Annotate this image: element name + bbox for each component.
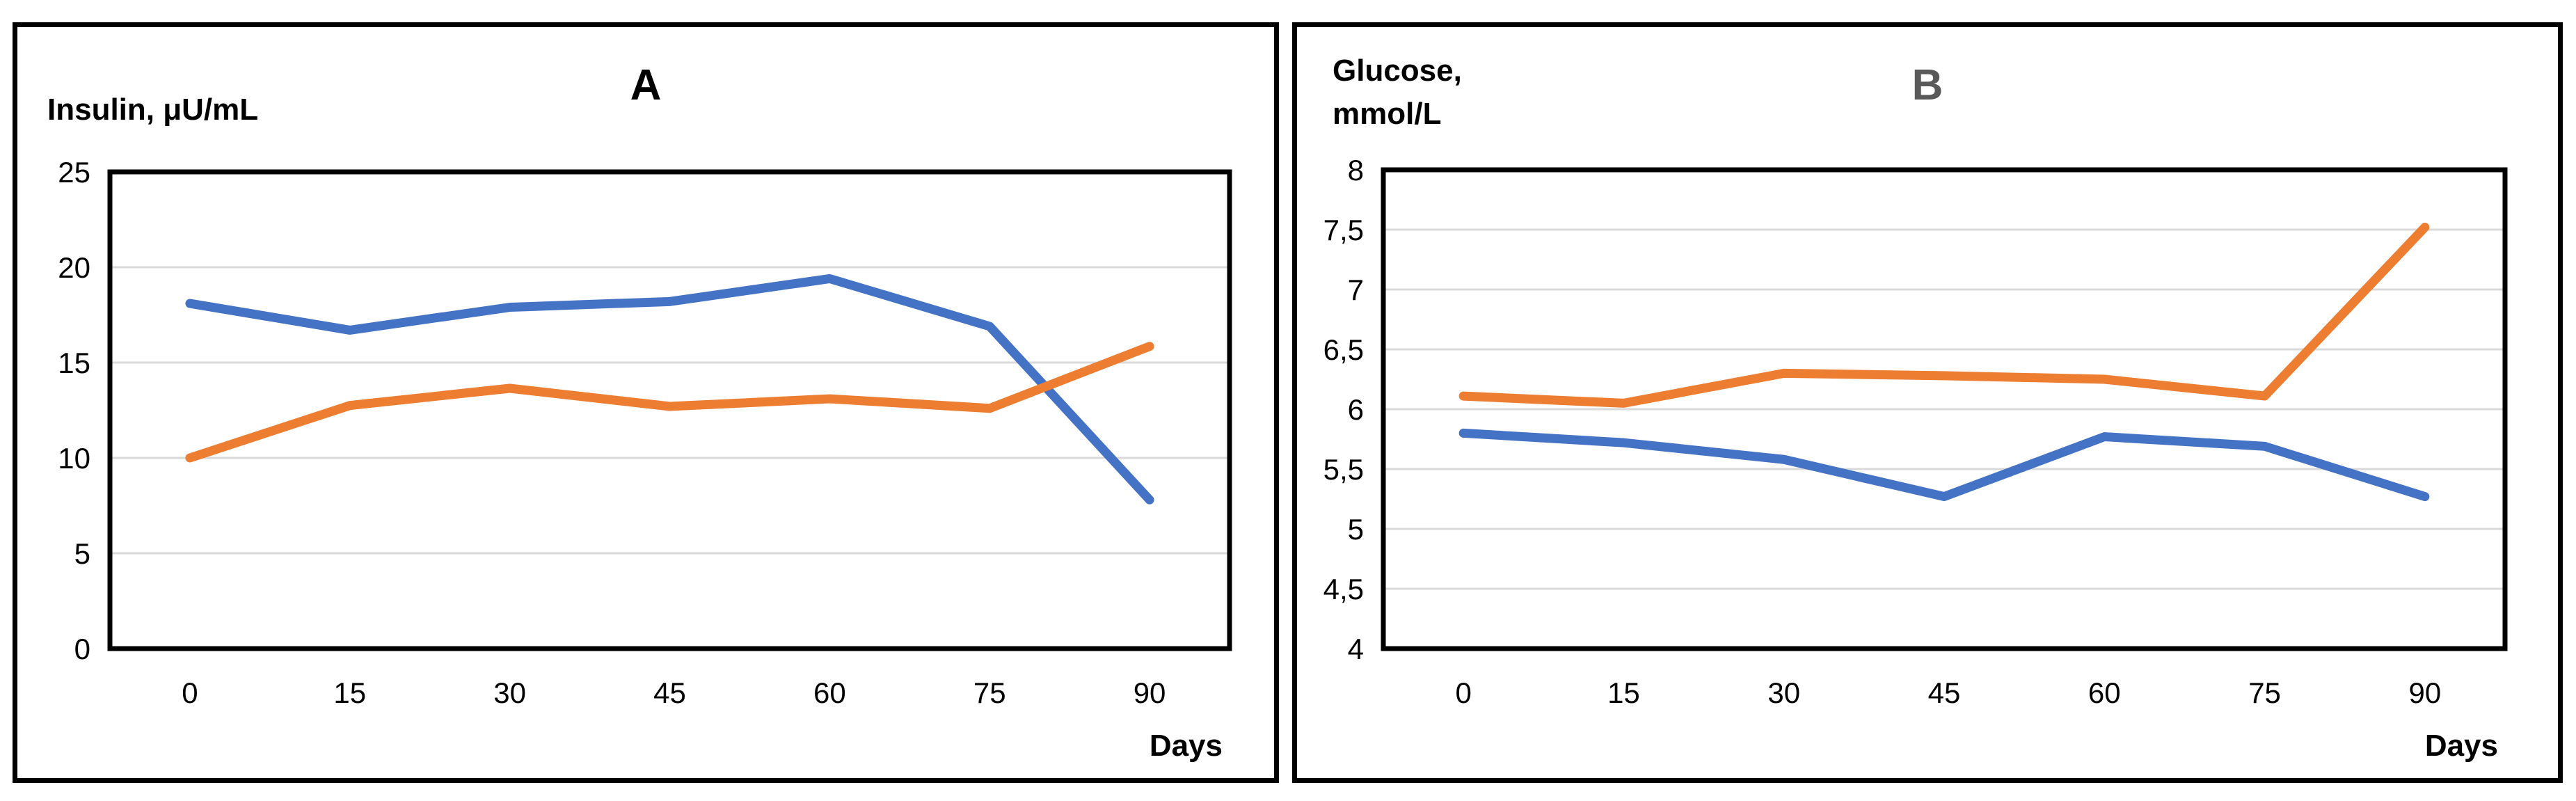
x-tick-label: 75 bbox=[2248, 676, 2281, 709]
x-tick-label: 0 bbox=[1455, 676, 1471, 709]
x-tick-label: 30 bbox=[1767, 676, 1800, 709]
y-tick-label: 5 bbox=[1348, 513, 1364, 546]
y-tick-label: 7,5 bbox=[1323, 214, 1364, 246]
orange-line-series bbox=[185, 342, 1154, 463]
chart-a-plot: 25 20 15 10 5 0 0 15 30 45 60 75 90 bbox=[58, 156, 1232, 709]
panel-b-x-axis-label: Days bbox=[2424, 729, 2498, 763]
orange-line-series bbox=[1458, 223, 2430, 408]
panel-b-y-axis-label-line2: mmol/L bbox=[1333, 97, 1442, 131]
x-tick-label: 15 bbox=[333, 676, 366, 709]
y-tick-label: 0 bbox=[74, 633, 90, 665]
x-tick-label: 75 bbox=[973, 676, 1006, 709]
y-tick-label: 7 bbox=[1348, 273, 1364, 306]
panel-b-title: B bbox=[1911, 61, 1943, 109]
blue-line-series bbox=[1458, 428, 2430, 502]
blue-line-series bbox=[185, 273, 1154, 505]
y-tick-label: 6 bbox=[1348, 393, 1364, 426]
panel-b-y-axis-label-line1: Glucose, bbox=[1333, 54, 1462, 88]
y-tick-label: 15 bbox=[58, 347, 90, 379]
plot-area-box bbox=[1381, 167, 2508, 651]
panel-a: Insulin, μU/mL A 25 20 15 10 5 0 0 15 30 45 60 75 90… bbox=[13, 22, 1279, 783]
y-tick-label: 5,5 bbox=[1323, 453, 1364, 486]
chart-b-plot: 8 7,5 7 6,5 6 5,5 5 4,5 4 0 15 30 45 60 75 90 bbox=[1323, 154, 2508, 709]
y-tick-label: 6,5 bbox=[1323, 333, 1364, 366]
x-tick-label: 30 bbox=[493, 676, 526, 709]
panel-b-y-axis-label: Glucose, mmol/L bbox=[1333, 49, 1462, 136]
x-tick-label: 0 bbox=[182, 676, 198, 709]
y-tick-label: 20 bbox=[58, 251, 90, 284]
x-tick-label: 15 bbox=[1607, 676, 1640, 709]
panel-a-title: A bbox=[630, 61, 662, 109]
panel-a-y-axis-label-line1: Insulin, μU/mL bbox=[47, 93, 259, 127]
y-tick-label: 4,5 bbox=[1323, 573, 1364, 605]
x-tick-label: 90 bbox=[2408, 676, 2441, 709]
y-tick-label: 4 bbox=[1348, 633, 1364, 665]
x-tick-label: 60 bbox=[2088, 676, 2121, 709]
y-tick-label: 5 bbox=[74, 537, 90, 570]
panel-a-x-axis-label: Days bbox=[1149, 729, 1223, 763]
panel-b: Glucose, mmol/L B 8 7,5 7 6,5 6 5,5 5 4,5 4 0 15 30… bbox=[1292, 22, 2563, 783]
y-tick-label: 25 bbox=[58, 156, 90, 189]
x-tick-label: 60 bbox=[813, 676, 846, 709]
y-tick-label: 8 bbox=[1348, 154, 1364, 187]
y-tick-label: 10 bbox=[58, 442, 90, 475]
panel-b-inner: Glucose, mmol/L B 8 7,5 7 6,5 6 5,5 5 4,5 4 0 15 30… bbox=[1297, 27, 2558, 778]
panel-a-y-axis-label: Insulin, μU/mL bbox=[47, 88, 258, 132]
plot-area-box bbox=[107, 169, 1232, 651]
panel-a-inner: Insulin, μU/mL A 25 20 15 10 5 0 0 15 30 45 60 75 90… bbox=[17, 27, 1274, 778]
x-tick-label: 45 bbox=[1928, 676, 1961, 709]
x-tick-label: 90 bbox=[1134, 676, 1166, 709]
x-tick-label: 45 bbox=[653, 676, 686, 709]
